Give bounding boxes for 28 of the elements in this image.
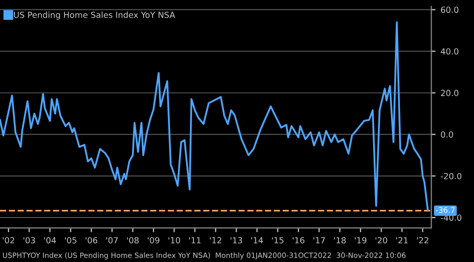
y-tick-label: -20.0 <box>440 172 462 180</box>
x-tick-label: '05 <box>65 237 76 244</box>
x-tick-label: '03 <box>24 237 35 244</box>
x-tick-label: '18 <box>334 237 346 244</box>
x-tick-label: '13 <box>230 237 242 244</box>
x-tick-label: '12 <box>210 237 222 244</box>
x-tick-label: '22 <box>417 237 428 244</box>
x-tick-label: '06 <box>86 237 98 244</box>
x-tick-label: '17 <box>313 237 325 244</box>
x-tick-label: '11 <box>189 237 201 244</box>
y-tick-label: 40.0 <box>440 48 458 55</box>
x-tick-label: '07 <box>106 237 118 244</box>
legend-label: US Pending Home Sales Index YoY NSA <box>14 12 176 20</box>
y-tick-label: 60.0 <box>440 6 458 13</box>
x-tick-label: '02 <box>2 237 14 244</box>
x-tick-label: '21 <box>396 237 408 244</box>
x-tick-label: '08 <box>127 237 139 244</box>
x-tick-label: '14 <box>251 237 263 244</box>
x-tick-label: '20 <box>376 237 388 244</box>
x-tick-label: '10 <box>168 237 180 244</box>
x-tick-label: '16 <box>292 237 304 244</box>
x-tick-label: '04 <box>44 237 56 244</box>
line-series <box>0 21 429 212</box>
x-tick-label: '19 <box>354 237 366 244</box>
y-tick-label: 20.0 <box>440 90 458 96</box>
x-tick-label: '15 <box>272 237 284 244</box>
y-tick-label: 0.0 <box>440 131 454 138</box>
x-tick-label: '09 <box>148 237 160 244</box>
